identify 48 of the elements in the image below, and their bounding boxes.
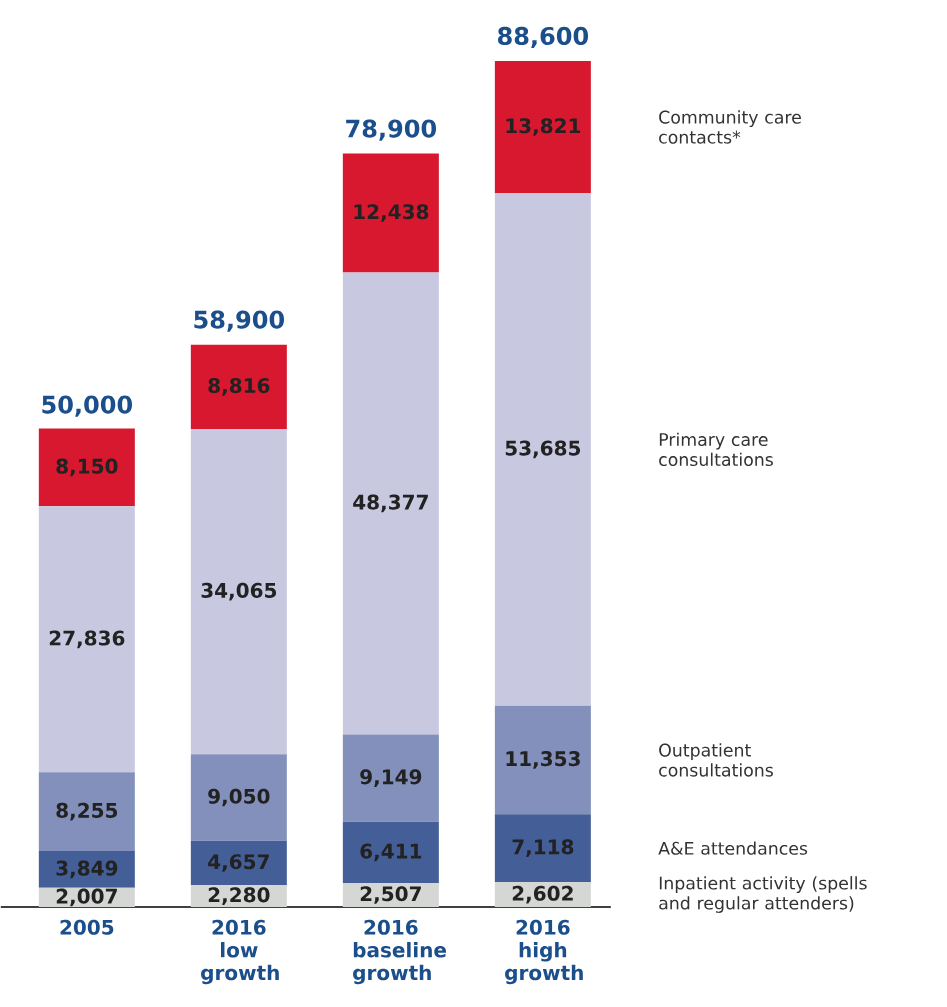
data-label: 3,849	[56, 860, 118, 879]
bar	[190, 428, 287, 755]
data-label: 8,255	[56, 802, 118, 821]
annotation: 58,900	[194, 310, 285, 332]
data-label: 27,836	[49, 630, 125, 649]
bar	[190, 840, 287, 886]
data-label: 2,602	[512, 885, 573, 904]
bar	[342, 734, 439, 822]
data-label: 9,050	[208, 788, 270, 807]
data-label: 8,150	[56, 458, 118, 477]
data-label: 13,821	[506, 118, 581, 136]
data-label: 48,377	[353, 494, 428, 513]
data-label: 2,007	[56, 888, 117, 907]
bar	[494, 814, 591, 883]
bar	[494, 193, 591, 706]
x-tick-label: 2005	[60, 919, 114, 935]
data-label: 12,438	[354, 204, 429, 222]
data-label: 11,353	[506, 751, 580, 769]
data-label: 34,065	[201, 582, 277, 601]
text: A&E attendances	[658, 841, 808, 855]
bar	[38, 506, 135, 773]
text: Primary care consultations	[659, 432, 774, 467]
data-label: 8,816	[208, 378, 270, 396]
data-label: 6,411	[360, 843, 422, 862]
bar	[38, 428, 135, 507]
bar	[494, 60, 591, 193]
data-label: 9,149	[360, 769, 422, 787]
data-label: 2,507	[360, 886, 421, 904]
annotation: 50,000	[42, 395, 133, 417]
data-label: 53,685	[505, 440, 581, 459]
data-label: 7,118	[512, 839, 574, 857]
bar	[342, 272, 439, 735]
bar	[38, 772, 135, 852]
text: Inpatient activity (spells and regular attenders)	[659, 876, 867, 913]
text: Community care contacts*	[659, 110, 802, 144]
data-label: 4,657	[208, 854, 269, 872]
bar	[190, 754, 287, 841]
text: Outpatient consultations	[659, 743, 774, 777]
x-tick-label: 2016 low growth	[201, 919, 279, 985]
x-tick-label: 2016 high growth	[505, 919, 583, 985]
bar	[494, 705, 591, 815]
annotation: 78,900	[346, 119, 437, 141]
bar	[342, 153, 439, 273]
data-label: 2,280	[208, 887, 270, 905]
annotation: 88,600	[498, 26, 589, 49]
bar	[342, 821, 439, 884]
x-tick-label: 2016 baseline growth	[353, 919, 447, 985]
bar	[190, 344, 287, 429]
